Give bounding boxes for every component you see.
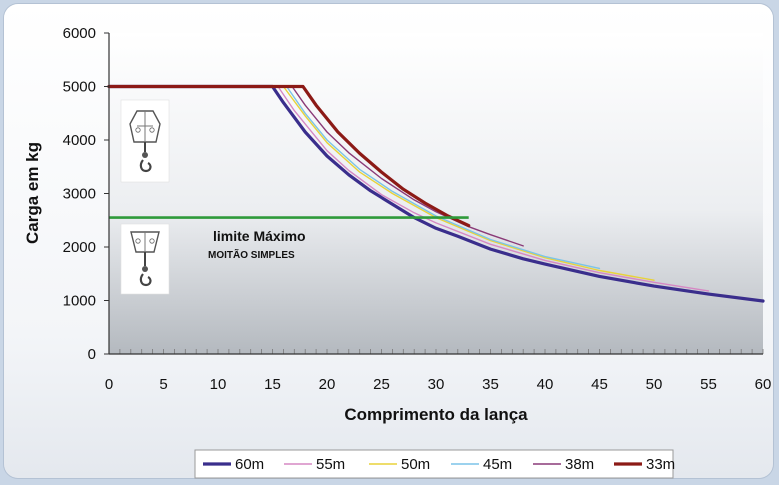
x-tick-label: 50 (646, 376, 663, 393)
legend-label-33m: 33m (646, 456, 675, 473)
legend-label-60m: 60m (235, 456, 264, 473)
x-tick-label: 55 (700, 376, 717, 393)
y-axis-title: Carga em kg (23, 142, 42, 244)
y-tick-label: 3000 (63, 186, 96, 203)
series-layer (107, 84, 765, 303)
plot-area (109, 33, 763, 354)
x-tick-label: 40 (537, 376, 554, 393)
series-line-60m (107, 84, 765, 303)
y-tick-label: 1000 (63, 293, 96, 310)
y-tick-label: 4000 (63, 132, 96, 149)
series-line-55m (108, 85, 710, 292)
y-tick-label: 5000 (63, 79, 96, 96)
x-tick-label: 45 (591, 376, 608, 393)
limit-label: limite Máximo (213, 228, 306, 244)
y-tick-labels: 0 1000 2000 3000 4000 5000 6000 (63, 25, 96, 363)
limit-sublabel: MOITÃO SIMPLES (208, 248, 295, 261)
legend: 60m 55m 50m 45m 38m 33m (203, 456, 675, 473)
x-tick-label: 5 (159, 376, 167, 393)
x-tick-label: 60 (755, 376, 772, 393)
series-line-38m (108, 85, 524, 247)
series-line-50m (108, 85, 655, 281)
legend-label-38m: 38m (565, 456, 594, 473)
y-tick-label: 6000 (63, 25, 96, 42)
x-tick-label: 0 (105, 376, 113, 393)
x-tick-labels: 0 5 10 15 20 25 30 35 40 45 50 55 60 (105, 376, 772, 393)
x-tick-label: 35 (482, 376, 499, 393)
y-tick-label: 2000 (63, 239, 96, 256)
legend-label-45m: 45m (483, 456, 512, 473)
x-tick-label: 20 (319, 376, 336, 393)
x-tick-label: 10 (210, 376, 227, 393)
x-tick-label: 30 (428, 376, 445, 393)
legend-box (194, 449, 674, 479)
hook-illustration-single (120, 223, 170, 295)
axes (104, 32, 763, 355)
x-axis-title: Comprimento da lança (344, 405, 528, 424)
series-line-45m (108, 85, 601, 270)
y-tick-label: 0 (88, 346, 96, 363)
axis-ticks (108, 349, 764, 354)
x-tick-label: 15 (264, 376, 281, 393)
hook-illustration-double (120, 99, 170, 183)
legend-label-55m: 55m (316, 456, 345, 473)
legend-label-50m: 50m (401, 456, 430, 473)
x-tick-label: 25 (373, 376, 390, 393)
series-line-33m (107, 84, 471, 228)
